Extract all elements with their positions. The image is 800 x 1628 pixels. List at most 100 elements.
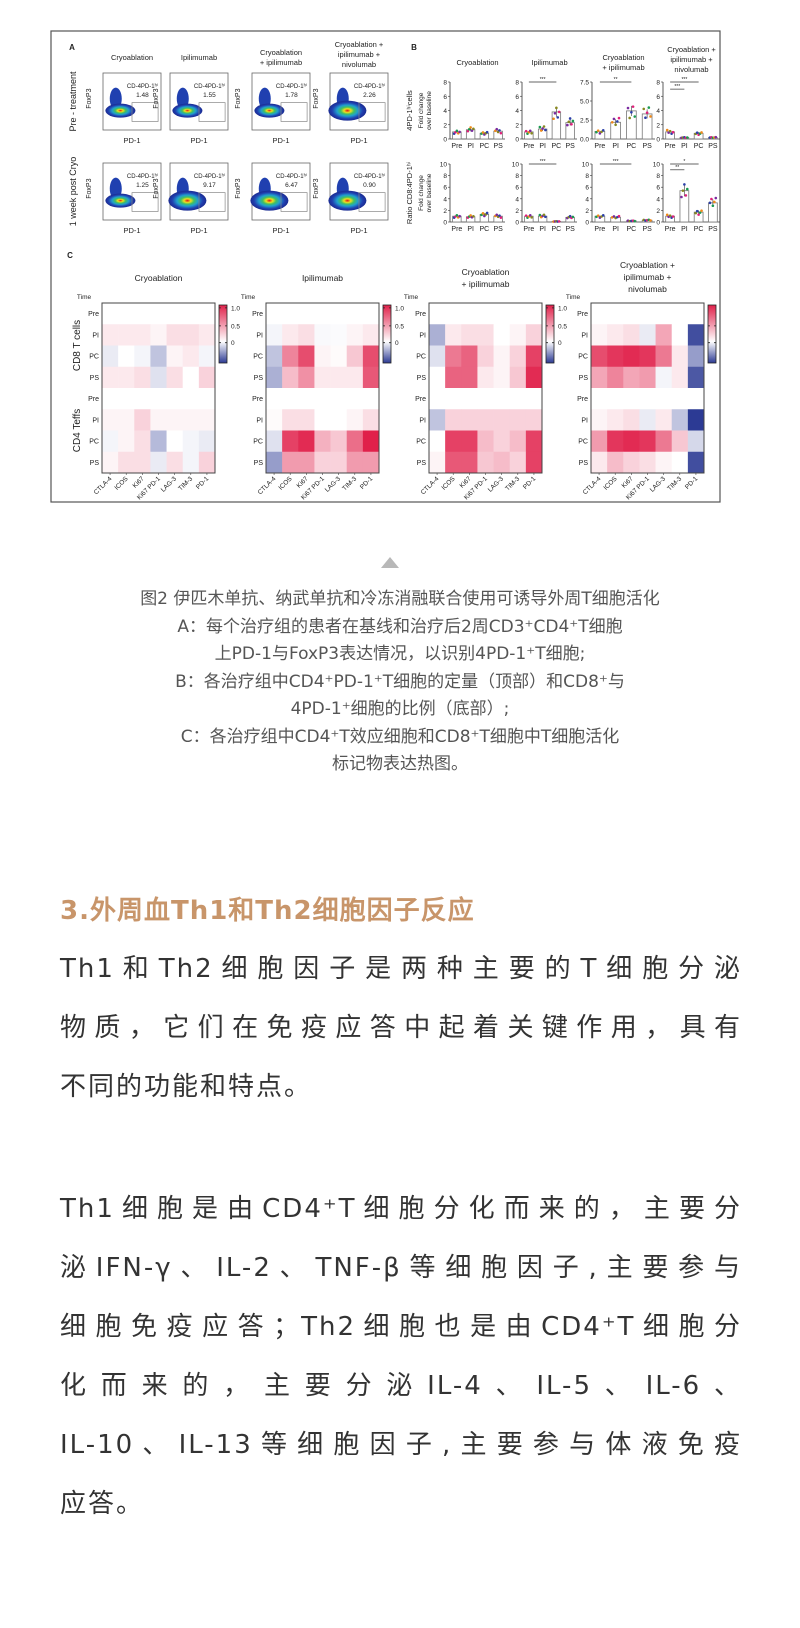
data-point bbox=[700, 209, 703, 212]
y-tick-label: 2 bbox=[585, 208, 589, 215]
significance-label: *** bbox=[613, 159, 619, 165]
significance-label: *** bbox=[540, 77, 546, 83]
x-tick-label: Pre bbox=[451, 143, 462, 150]
data-point bbox=[470, 129, 474, 132]
row-label: PI bbox=[419, 417, 426, 424]
heatmap-cell bbox=[671, 345, 689, 368]
heatmap-cell bbox=[639, 451, 656, 474]
colorbar-tick-label: 0.5 bbox=[395, 323, 404, 330]
heatmap-cell bbox=[330, 430, 348, 453]
heatmap-cell bbox=[166, 388, 184, 410]
y-tick-label: 6 bbox=[656, 94, 660, 101]
row-label: PI bbox=[581, 332, 588, 339]
data-point bbox=[458, 214, 461, 218]
heatmap-cell bbox=[118, 430, 135, 453]
heatmap-cell bbox=[198, 366, 216, 389]
x-tick-label: PS bbox=[642, 143, 652, 150]
heatmap-cell bbox=[607, 388, 624, 410]
heatmap-cell bbox=[150, 366, 167, 389]
y-tick-label: 8 bbox=[515, 173, 519, 180]
data-point bbox=[598, 132, 602, 135]
colorbar-tick-label: 0.5 bbox=[558, 323, 567, 330]
heatmap-cell bbox=[445, 451, 462, 474]
flow-plot: CD-4PD-1ʰⁱ 1.48 PD-1 FoxP3 bbox=[86, 72, 162, 145]
heatmap-cell bbox=[134, 430, 151, 453]
x-tick-label: PC bbox=[552, 226, 562, 233]
row-label: PS bbox=[417, 460, 427, 467]
data-point bbox=[467, 127, 471, 131]
caption-line: C：各治疗组中CD4⁺T效应细胞和CD8⁺T细胞中T细胞活化 bbox=[180, 726, 620, 747]
row-label: Pre bbox=[252, 311, 263, 318]
colorbar bbox=[218, 304, 228, 364]
heatmap-cell bbox=[150, 324, 167, 346]
y-tick-label: 6 bbox=[515, 185, 519, 192]
heatmap-cell bbox=[102, 366, 119, 389]
heatmap-cell bbox=[509, 366, 527, 389]
y-tick-label: 0 bbox=[515, 137, 519, 144]
data-point bbox=[644, 116, 647, 120]
flow-plot: CD-4PD-1ʰⁱ 1.78 PD-1 FoxP3 bbox=[235, 72, 311, 145]
heatmap-cell bbox=[166, 409, 184, 431]
heatmap-cell bbox=[477, 388, 494, 410]
data-point bbox=[524, 214, 528, 217]
heatmap-cell bbox=[687, 388, 705, 410]
x-tick-label: PC bbox=[627, 143, 637, 150]
row-label: PC bbox=[253, 439, 263, 446]
heatmap-cell bbox=[298, 345, 315, 368]
heatmap-cell bbox=[314, 345, 331, 368]
heatmap-cell bbox=[166, 451, 184, 474]
panel-a-row-label: 1 week post Cryo bbox=[68, 157, 78, 227]
heatmap-cell bbox=[118, 451, 135, 474]
data-point bbox=[469, 214, 472, 217]
y-tick-label: 6 bbox=[443, 94, 447, 101]
paragraph-line: 物质，它们在免疫应答中起着关键作用，具有 bbox=[60, 1013, 742, 1043]
bar bbox=[594, 215, 606, 223]
data-point bbox=[495, 213, 499, 217]
y-tick-label: 6 bbox=[515, 94, 519, 101]
y-tick-label: 7.5 bbox=[580, 80, 589, 87]
heatmap-cell bbox=[509, 409, 527, 431]
data-point bbox=[626, 106, 630, 110]
panel-label-b: B bbox=[411, 43, 417, 52]
colorbar-tick-label: 0.5 bbox=[720, 323, 729, 330]
heatmap-cell bbox=[639, 324, 656, 346]
heatmap-title: Ipilimumab bbox=[302, 273, 343, 283]
row-label: Pre bbox=[577, 311, 588, 318]
heatmap-cell bbox=[525, 409, 543, 431]
y-tick-label: 5.0 bbox=[580, 99, 589, 106]
heatmap-cell bbox=[314, 451, 331, 474]
bar-chart: 0 2 4 6 8 Pre PI PC PS ****** bbox=[656, 77, 720, 150]
x-tick-label: PI bbox=[612, 143, 619, 150]
data-point bbox=[710, 197, 713, 201]
significance-label: *** bbox=[674, 84, 680, 90]
heatmap-cell bbox=[591, 451, 608, 474]
y-tick-label: 6 bbox=[585, 185, 589, 192]
x-axis-label: PD-1 bbox=[190, 136, 207, 145]
colorbar bbox=[382, 304, 392, 364]
heatmap-cell bbox=[525, 303, 543, 325]
y-tick-label: 2 bbox=[656, 208, 660, 215]
x-tick-label: PC bbox=[480, 226, 490, 233]
data-point bbox=[616, 120, 619, 123]
data-point bbox=[700, 131, 703, 134]
heatmap-cell bbox=[493, 345, 511, 368]
data-point bbox=[617, 116, 621, 120]
x-axis-label: PD-1 bbox=[272, 136, 289, 145]
data-point bbox=[541, 127, 544, 130]
gate-rectangle bbox=[358, 102, 386, 122]
data-point bbox=[469, 126, 472, 129]
data-point bbox=[665, 213, 669, 217]
heatmap-cell bbox=[198, 409, 216, 431]
heatmap-cell bbox=[445, 430, 462, 453]
data-point bbox=[649, 219, 652, 222]
x-tick-label: PI bbox=[539, 226, 546, 233]
data-point bbox=[708, 201, 712, 205]
y-tick-label: 4 bbox=[656, 196, 660, 203]
heatmap-cell bbox=[182, 345, 200, 368]
heatmap-cell bbox=[134, 388, 151, 410]
heatmap-cell bbox=[102, 409, 119, 431]
data-point bbox=[485, 211, 489, 215]
paragraph-th1-th2-detail: Th1细胞是由CD4⁺T细胞分化而来的，主要分 泌IFN-γ、IL-2、TNF-… bbox=[60, 1180, 742, 1534]
data-point bbox=[528, 129, 532, 133]
